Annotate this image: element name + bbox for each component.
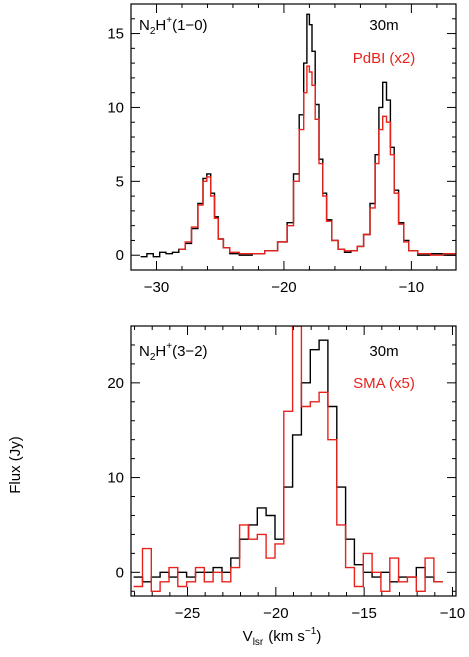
plot-frame — [130, 3, 457, 271]
x-axis-label-sub: lsr — [253, 637, 264, 648]
x-axis-label-main: V — [243, 628, 253, 645]
panel-line-label: N2H+(1−0) — [139, 15, 208, 37]
series-line-single-dish — [133, 339, 443, 583]
x-tick-label: −20 — [271, 279, 296, 296]
series-line-interferometer — [178, 65, 456, 256]
plot-frame — [130, 325, 457, 597]
x-tick-label: −15 — [351, 605, 376, 622]
series-line-single-dish — [140, 13, 456, 258]
y-tick-label: 10 — [107, 99, 124, 116]
legend-entry-single-dish: 30m — [369, 343, 398, 360]
chart-panel-2: −25 −20 −15 −10 0 10 20 N2H+(3−2) 30m SMA (x5) — [107, 325, 465, 622]
y-tick-label: 0 — [116, 564, 124, 581]
x-tick-label: −25 — [175, 605, 200, 622]
y-tick-label: 5 — [116, 173, 124, 190]
series-line-interferometer — [133, 326, 443, 592]
x-axis-label-sup: −1 — [305, 626, 317, 637]
y-tick-label: 0 — [116, 247, 124, 264]
x-tick-label: −20 — [263, 605, 288, 622]
y-tick-label: 20 — [107, 375, 124, 392]
x-tick-label: −10 — [440, 605, 465, 622]
y-axis-label: Flux (Jy) — [7, 436, 24, 494]
legend-entry-interferometer: PdBI (x2) — [353, 50, 416, 67]
y-tick-label: 15 — [107, 26, 124, 43]
panel-line-label: N2H+(3−2) — [139, 341, 208, 363]
x-axis-label: Vlsr (km s−1) — [243, 626, 322, 648]
x-tick-label: −30 — [144, 279, 169, 296]
y-tick-label: 10 — [107, 470, 124, 487]
x-axis-label-units: (km s — [268, 628, 305, 645]
x-tick-label: −10 — [399, 279, 424, 296]
legend-entry-interferometer: SMA (x5) — [353, 375, 415, 392]
legend-entry-single-dish: 30m — [369, 17, 398, 34]
x-axis-label-close: ) — [316, 628, 321, 645]
chart-panel-1: −30 −20 −10 0 5 10 15 N2H+(1−0) 30m PdBI (x2) — [107, 3, 457, 296]
